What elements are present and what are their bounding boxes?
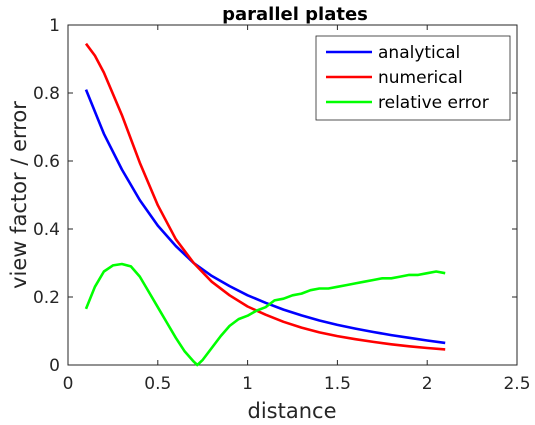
plot-area [67,24,518,366]
y-axis-label: view factor / error [7,101,31,289]
x-axis-label: distance [248,399,337,423]
series-line-relative-error [84,262,446,367]
x-tick-label: 2.5 [503,374,530,394]
legend: analytical numerical relative error [315,35,511,121]
series-lines [84,42,446,367]
x-tick-label: 1.5 [324,374,351,394]
chart-title: parallel plates [222,4,368,25]
y-tick-label: 0.2 [33,288,60,308]
y-tick-label: 1 [49,16,60,36]
x-tick-label: 0.5 [144,374,171,394]
legend-label: analytical [378,43,460,63]
series-line-analytical [84,89,446,345]
x-tick-label: 2 [422,374,433,394]
y-tick-label: 0.8 [33,84,60,104]
x-tick-label: 1 [242,374,253,394]
y-tick-label: 0.6 [33,152,60,172]
axis-ticks: 0 0.5 1 1.5 2 2.5 0 0.2 0.4 0.6 0.8 1 [33,16,531,394]
axes-box [67,24,518,366]
y-tick-label: 0.4 [33,220,60,240]
x-tick-label: 0 [63,374,74,394]
legend-label: relative error [378,93,489,113]
y-tick-label: 0 [49,356,60,376]
legend-label: numerical [378,68,463,88]
